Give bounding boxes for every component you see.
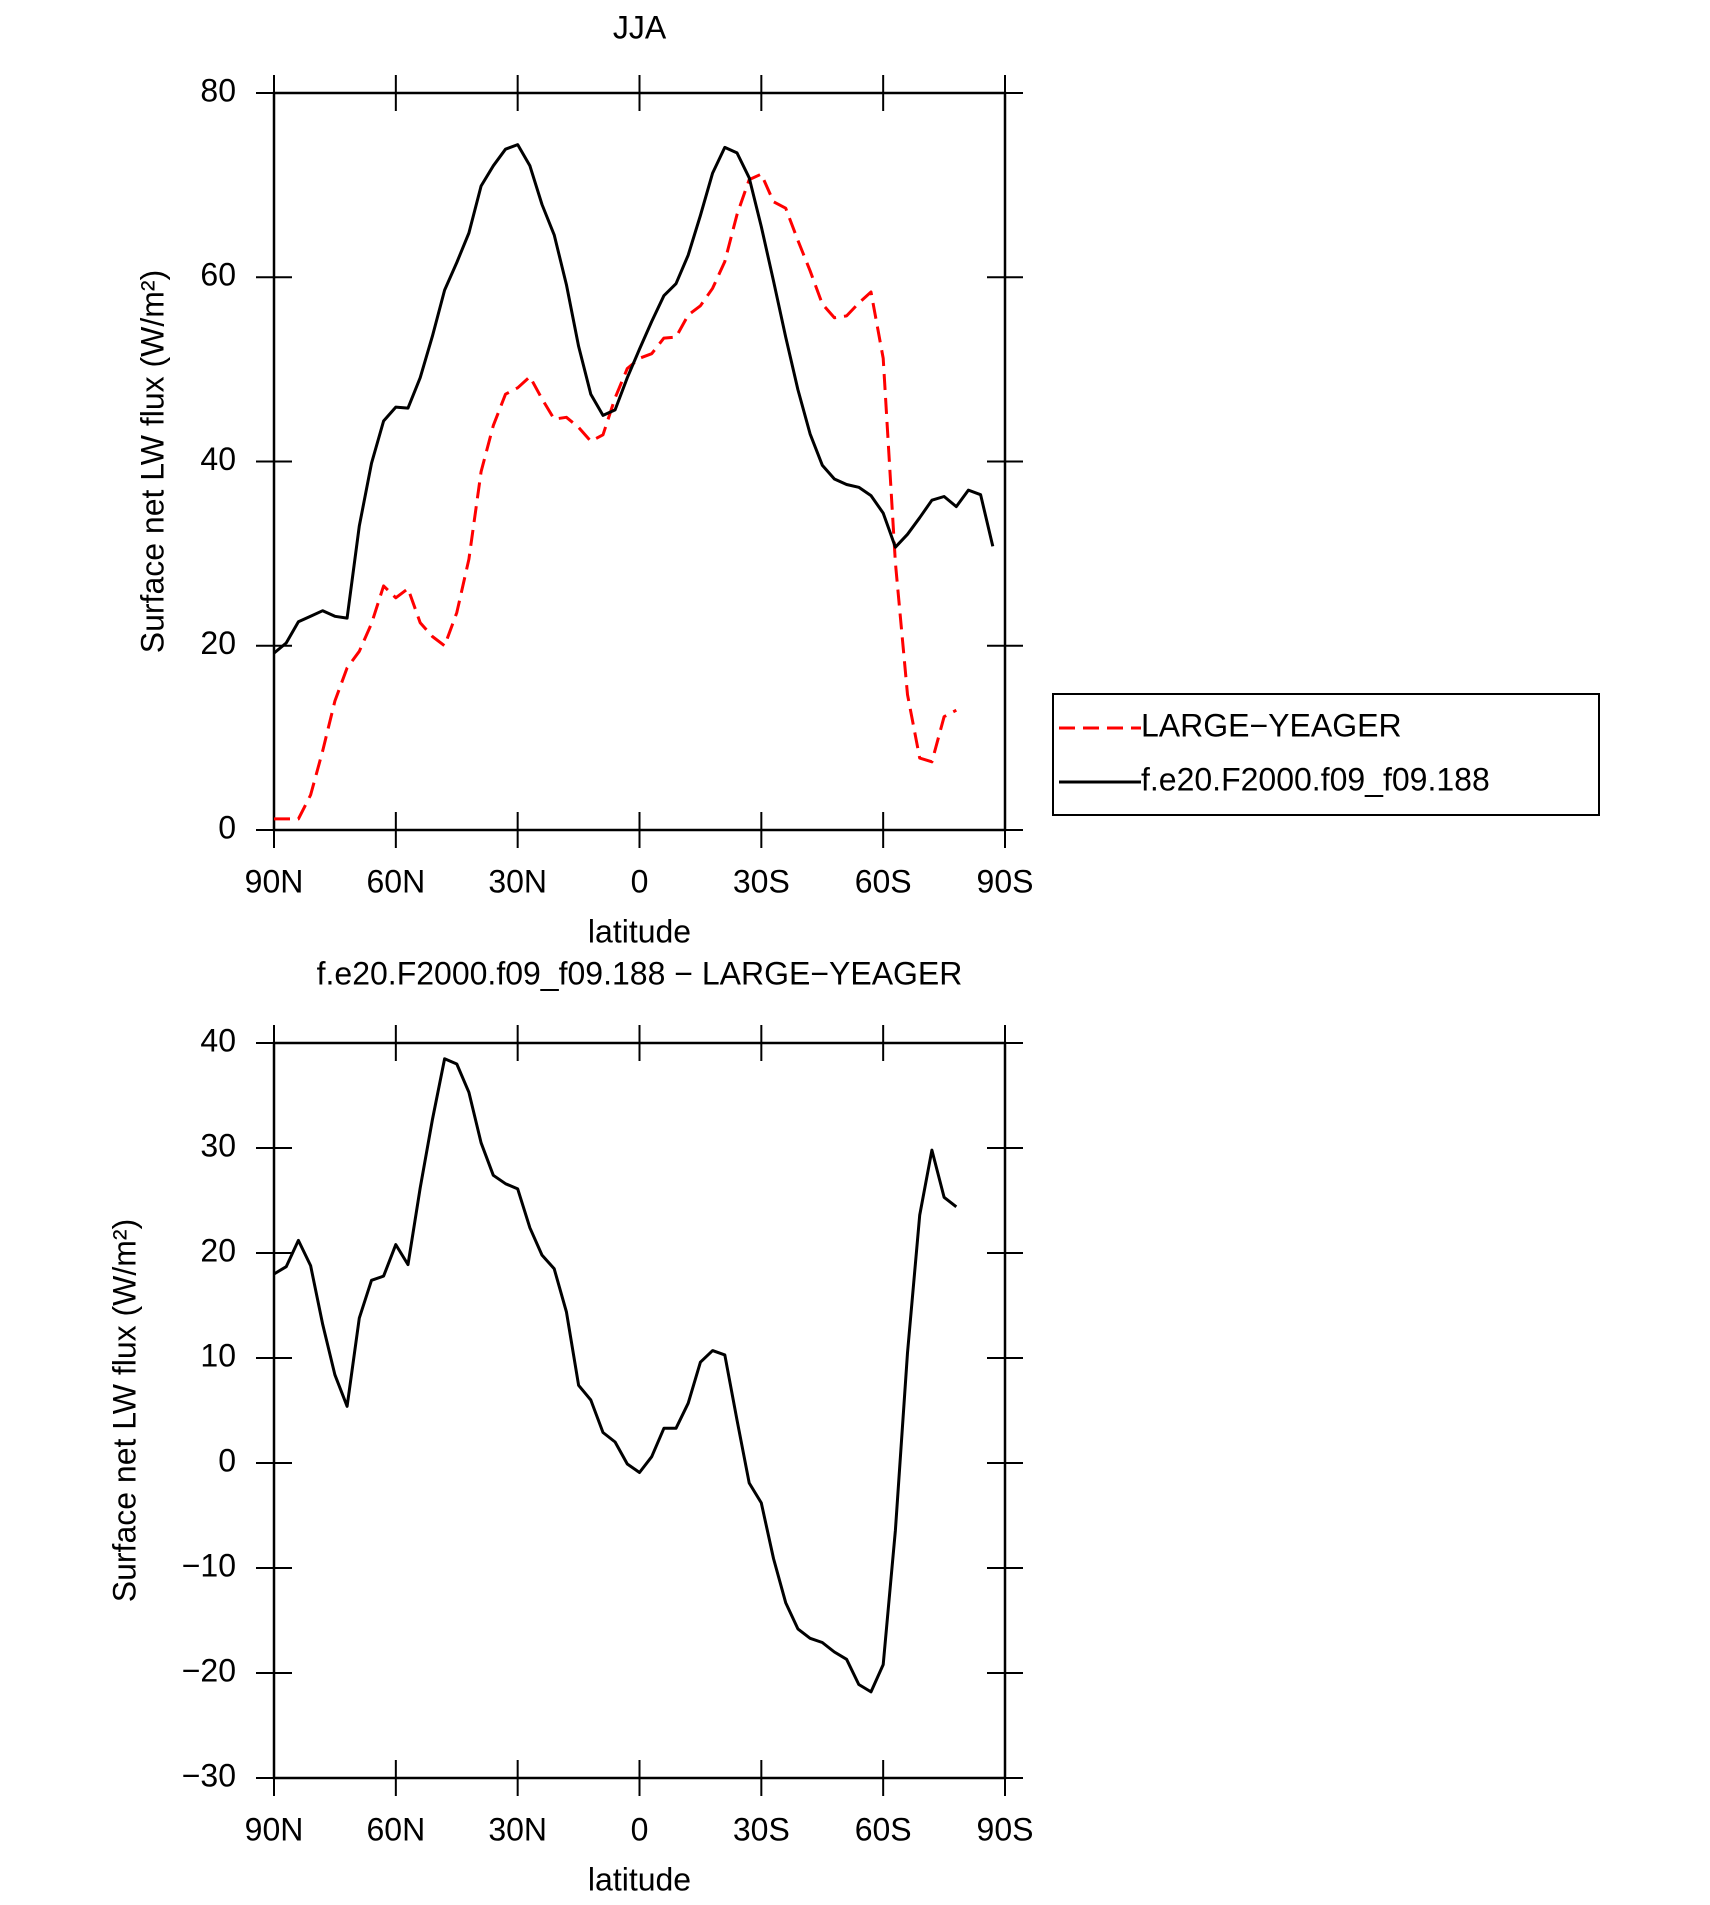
x-tick-label: 60S xyxy=(855,1811,912,1847)
legend-label: f.e20.F2000.f09_f09.188 xyxy=(1141,761,1490,797)
x-tick-label: 60N xyxy=(366,863,425,899)
x-tick-label: 90S xyxy=(977,863,1034,899)
y-tick-label: 20 xyxy=(200,1232,236,1268)
y-tick-label: 20 xyxy=(200,625,236,661)
y-tick-label: 10 xyxy=(200,1337,236,1373)
chart-title: JJA xyxy=(613,9,667,45)
y-tick-label: 40 xyxy=(200,1022,236,1058)
x-tick-label: 90S xyxy=(977,1811,1034,1847)
legend-label: LARGE−YEAGER xyxy=(1141,707,1402,743)
y-tick-label: −30 xyxy=(182,1757,236,1793)
x-tick-label: 60N xyxy=(366,1811,425,1847)
x-axis-label: latitude xyxy=(588,913,691,949)
x-tick-label: 90N xyxy=(245,863,304,899)
data-line xyxy=(274,172,958,821)
x-tick-label: 30N xyxy=(488,1811,547,1847)
legend-box xyxy=(1052,693,1600,816)
y-tick-label: 30 xyxy=(200,1127,236,1163)
x-tick-label: 30N xyxy=(488,863,547,899)
y-tick-label: 0 xyxy=(218,1442,236,1478)
x-tick-label: 30S xyxy=(733,1811,790,1847)
x-tick-label: 90N xyxy=(245,1811,304,1847)
y-tick-label: −20 xyxy=(182,1652,236,1688)
x-tick-label: 60S xyxy=(855,863,912,899)
y-tick-label: −10 xyxy=(182,1547,236,1583)
y-axis-label: Surface net LW flux (W/m²) xyxy=(106,1219,142,1602)
y-tick-label: 40 xyxy=(200,441,236,477)
x-axis-label: latitude xyxy=(588,1861,691,1897)
plot-frame xyxy=(272,1041,1007,1780)
x-tick-label: 30S xyxy=(733,863,790,899)
x-tick-label: 0 xyxy=(631,863,649,899)
data-line xyxy=(273,143,995,655)
y-tick-label: 0 xyxy=(218,809,236,845)
x-tick-label: 0 xyxy=(631,1811,649,1847)
y-axis-label: Surface net LW flux (W/m²) xyxy=(134,270,170,653)
plot-frame xyxy=(272,91,1007,832)
y-tick-label: 60 xyxy=(200,257,236,293)
data-line xyxy=(273,1057,958,1694)
chart-title: f.e20.F2000.f09_f09.188 − LARGE−YEAGER xyxy=(317,955,963,991)
y-tick-label: 80 xyxy=(200,72,236,108)
